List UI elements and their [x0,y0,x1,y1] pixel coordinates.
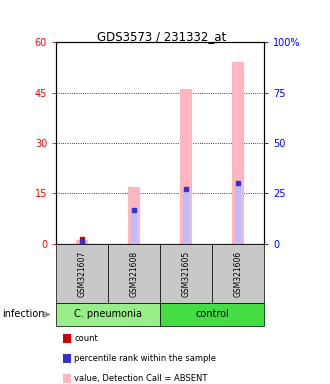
Text: GSM321606: GSM321606 [234,250,243,297]
Text: GSM321607: GSM321607 [78,250,86,297]
Text: GSM321605: GSM321605 [182,250,190,297]
Text: GSM321608: GSM321608 [130,250,139,297]
Bar [76,240,88,244]
Bar [180,89,192,244]
Text: GDS3573 / 231332_at: GDS3573 / 231332_at [97,30,226,43]
Bar [131,210,137,244]
Bar [235,184,241,244]
Text: control: control [195,310,229,319]
Bar [128,187,140,244]
Text: percentile rank within the sample: percentile rank within the sample [74,354,216,363]
Text: infection: infection [2,310,44,319]
Bar [232,62,244,244]
Bar [183,189,189,244]
Bar [79,242,85,244]
Text: value, Detection Call = ABSENT: value, Detection Call = ABSENT [74,374,208,383]
Text: C. pneumonia: C. pneumonia [74,310,142,319]
Text: count: count [74,334,98,343]
